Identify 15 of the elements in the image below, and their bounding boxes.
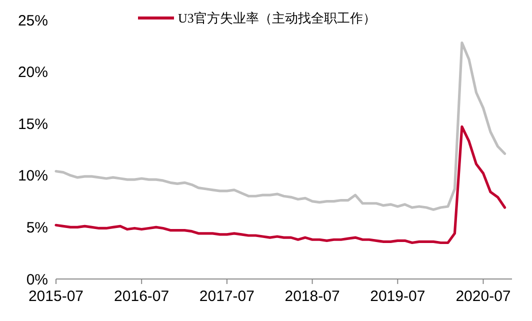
y-tick-label: 25% bbox=[18, 12, 48, 30]
y-tick-label: 15% bbox=[18, 116, 48, 133]
x-tick-label: 2016-07 bbox=[114, 288, 170, 305]
x-tick-label: 2015-07 bbox=[28, 288, 84, 305]
y-tick-label: 0% bbox=[26, 271, 48, 288]
x-tick-label: 2018-07 bbox=[284, 288, 340, 305]
x-tick-label: 2020-07 bbox=[456, 288, 511, 305]
line-series bbox=[54, 125, 506, 244]
line-series bbox=[54, 41, 506, 211]
y-tick-label: 10% bbox=[18, 168, 48, 185]
x-tick-label: 2019-07 bbox=[370, 288, 426, 305]
legend-label: U3官方失业率（主动找全职工作） bbox=[178, 10, 376, 26]
y-tick-label: 20% bbox=[18, 64, 48, 82]
x-tick-label: 2017-07 bbox=[199, 288, 254, 305]
y-tick-label: 5% bbox=[26, 219, 48, 236]
